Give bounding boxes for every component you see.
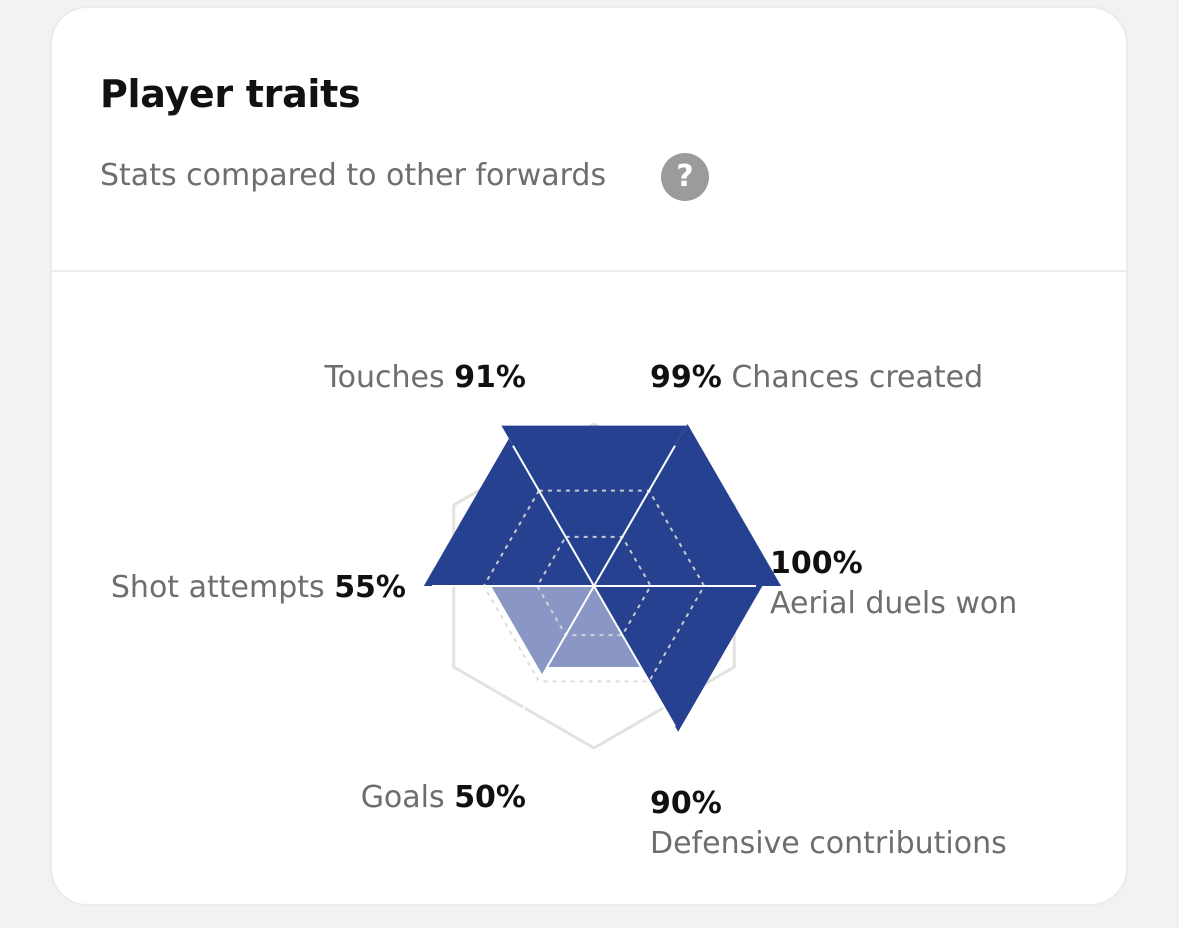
- radar-divider-line: [593, 445, 676, 587]
- trait-name: Aerial duels won: [770, 586, 1018, 621]
- trait-label-goals: Goals 50%: [361, 778, 526, 818]
- trait-value: 100%: [770, 546, 863, 581]
- radar-sector-shot-attempts: [491, 586, 594, 676]
- card-title: Player traits: [100, 72, 361, 116]
- radar-sector-chances-created: [501, 425, 687, 586]
- trait-value: 55%: [334, 570, 406, 605]
- radar-sector-goals: [547, 586, 641, 667]
- trait-value: 90%: [650, 786, 722, 821]
- radar-divider-line: [512, 445, 595, 587]
- radar-chart: [423, 422, 782, 750]
- trait-name: Defensive contributions: [650, 826, 1007, 861]
- trait-name: Chances created: [731, 360, 984, 395]
- trait-name: Goals: [360, 780, 445, 815]
- trait-name: Shot attempts: [110, 570, 325, 605]
- trait-value: 99%: [650, 360, 722, 395]
- trait-label-touches: Touches 91%: [324, 358, 526, 398]
- radar-sector-defensive-contributions: [594, 586, 763, 732]
- player-traits-card: Player traits Stats compared to other fo…: [50, 6, 1128, 906]
- radar-divider-line: [512, 585, 595, 727]
- radar-sector-aerial-duels-won: [594, 424, 782, 586]
- question-mark-icon[interactable]: ?: [661, 153, 709, 201]
- trait-label-chances-created: 99% Chances created: [650, 358, 983, 398]
- trait-label-aerial-duels-won: 100% Aerial duels won: [770, 544, 1017, 624]
- radar-sector-touches: [423, 438, 594, 586]
- trait-label-defensive-contributions: 90% Defensive contributions: [650, 784, 1007, 864]
- header-divider: [52, 270, 1126, 272]
- trait-name: Touches: [324, 360, 445, 395]
- trait-label-shot-attempts: Shot attempts 55%: [111, 568, 406, 608]
- trait-value: 91%: [454, 360, 526, 395]
- radar-divider-line: [593, 585, 676, 727]
- trait-value: 50%: [454, 780, 526, 815]
- card-subtitle: Stats compared to other forwards: [100, 158, 607, 193]
